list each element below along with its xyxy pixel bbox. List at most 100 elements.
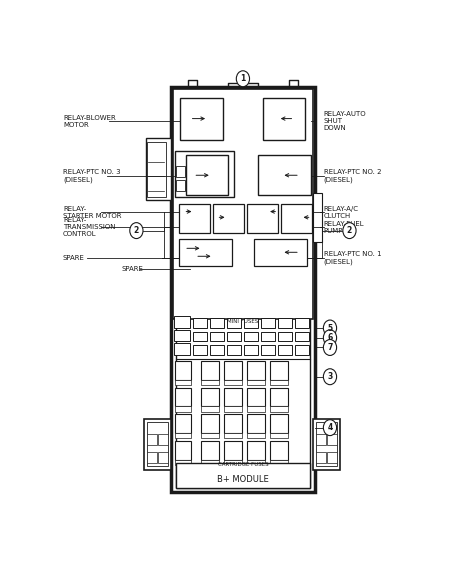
Bar: [210, 319, 224, 328]
Bar: [175, 415, 191, 433]
Bar: [261, 332, 275, 342]
Circle shape: [130, 223, 143, 239]
Circle shape: [323, 420, 337, 436]
Bar: [175, 407, 191, 412]
Bar: [247, 459, 265, 465]
Circle shape: [323, 330, 337, 346]
Bar: [278, 332, 292, 342]
Bar: [244, 332, 258, 342]
Text: RELAY-AUTO
SHUT
DOWN: RELAY-AUTO SHUT DOWN: [324, 111, 366, 131]
Bar: [176, 166, 185, 177]
Bar: [270, 380, 289, 385]
Bar: [227, 319, 241, 328]
Bar: [313, 419, 340, 470]
Bar: [270, 441, 289, 459]
Bar: [224, 407, 242, 412]
Bar: [281, 204, 312, 233]
Bar: [227, 345, 241, 355]
Bar: [278, 345, 292, 355]
Bar: [201, 407, 219, 412]
Bar: [171, 87, 315, 492]
Bar: [158, 452, 168, 463]
Bar: [158, 434, 168, 445]
Bar: [270, 407, 289, 412]
Bar: [210, 345, 224, 355]
Bar: [201, 361, 219, 380]
Bar: [244, 345, 258, 355]
Bar: [146, 422, 168, 466]
Bar: [247, 380, 265, 385]
Bar: [247, 441, 265, 459]
Bar: [181, 98, 223, 140]
Bar: [175, 380, 191, 385]
Text: CARTRIDGE FUSES: CARTRIDGE FUSES: [218, 462, 268, 467]
Bar: [144, 419, 171, 470]
Bar: [201, 433, 219, 438]
Bar: [179, 239, 232, 266]
Bar: [213, 204, 244, 233]
Bar: [317, 452, 326, 463]
Bar: [176, 179, 185, 191]
Bar: [224, 433, 242, 438]
Bar: [270, 415, 289, 433]
Bar: [224, 388, 242, 407]
Text: 1: 1: [240, 74, 246, 83]
Bar: [317, 434, 326, 445]
Bar: [328, 434, 337, 445]
Bar: [193, 332, 207, 342]
Bar: [175, 388, 191, 407]
Bar: [179, 204, 210, 233]
Bar: [174, 343, 190, 355]
Text: RELAY-BLOWER
MOTOR: RELAY-BLOWER MOTOR: [63, 115, 116, 128]
Bar: [258, 155, 311, 195]
Bar: [186, 155, 228, 195]
Bar: [176, 463, 310, 488]
Bar: [227, 332, 241, 342]
Bar: [313, 193, 322, 242]
Text: SPARE: SPARE: [63, 255, 85, 261]
Text: 4: 4: [328, 423, 333, 432]
Bar: [316, 422, 337, 466]
Text: 2: 2: [134, 226, 139, 235]
Bar: [201, 380, 219, 385]
Text: 7: 7: [328, 343, 333, 352]
Bar: [201, 415, 219, 433]
Bar: [147, 142, 166, 197]
Circle shape: [323, 369, 337, 385]
Bar: [193, 345, 207, 355]
Bar: [175, 361, 191, 380]
Bar: [173, 89, 313, 319]
Text: SPARE: SPARE: [122, 266, 144, 272]
Text: RELAY-PTC NO. 2
(DIESEL): RELAY-PTC NO. 2 (DIESEL): [324, 170, 381, 183]
Bar: [224, 380, 242, 385]
Bar: [175, 441, 191, 459]
Bar: [270, 361, 289, 380]
Bar: [224, 361, 242, 380]
Bar: [147, 434, 156, 445]
Bar: [270, 388, 289, 407]
Circle shape: [323, 320, 337, 336]
Bar: [247, 204, 278, 233]
Bar: [201, 459, 219, 465]
Bar: [270, 433, 289, 438]
Text: RELAY-
STARTER MOTOR: RELAY- STARTER MOTOR: [63, 205, 121, 218]
Text: MINI FUSES: MINI FUSES: [228, 319, 258, 324]
Bar: [224, 441, 242, 459]
Bar: [247, 407, 265, 412]
Text: B+ MODULE: B+ MODULE: [217, 476, 269, 484]
Text: RELAY-FUEL
PUMP: RELAY-FUEL PUMP: [324, 221, 365, 233]
Bar: [147, 452, 156, 463]
Bar: [295, 345, 309, 355]
Bar: [295, 332, 309, 342]
Circle shape: [237, 71, 249, 87]
Bar: [270, 459, 289, 465]
Bar: [176, 90, 310, 488]
Bar: [247, 433, 265, 438]
Text: 5: 5: [328, 324, 333, 332]
Text: 2: 2: [347, 226, 352, 235]
Bar: [278, 319, 292, 328]
Bar: [263, 98, 305, 140]
Text: RELAY-
TRANSMISSION
CONTROL: RELAY- TRANSMISSION CONTROL: [63, 217, 116, 237]
Text: RELAY-PTC NO. 1
(DIESEL): RELAY-PTC NO. 1 (DIESEL): [324, 251, 382, 265]
Circle shape: [343, 223, 356, 239]
